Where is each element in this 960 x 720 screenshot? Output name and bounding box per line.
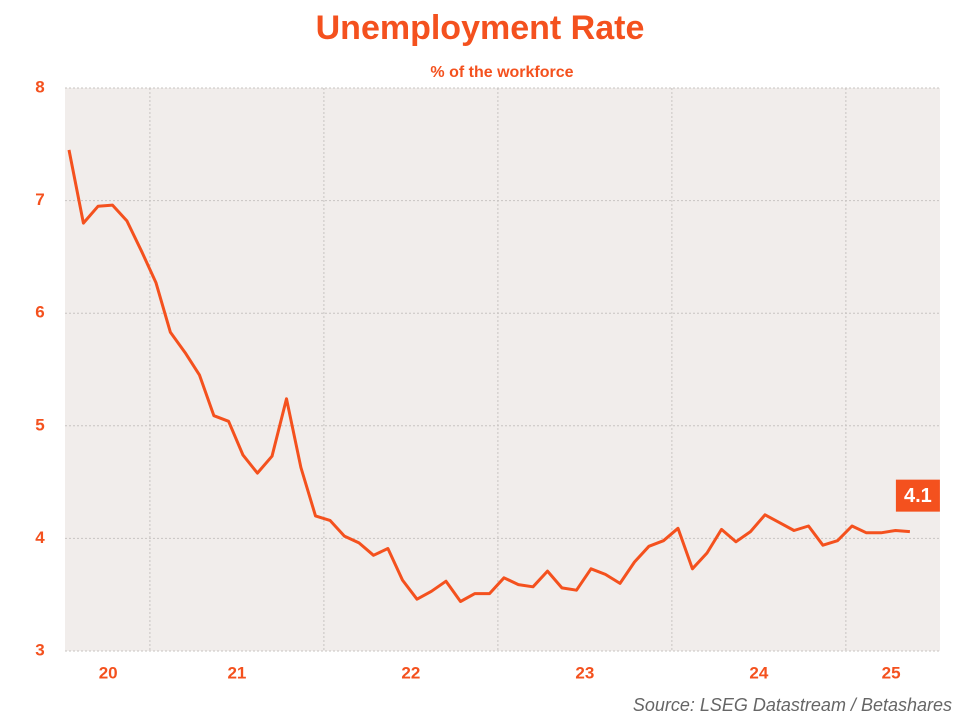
y-tick-label: 6 (35, 303, 44, 322)
x-tick-label: 20 (99, 663, 118, 682)
y-tick-label: 4 (35, 528, 45, 547)
y-tick-label: 3 (35, 640, 44, 659)
y-tick-label: 8 (35, 77, 44, 96)
chart-subtitle: % of the workforce (430, 64, 573, 81)
y-tick-label: 5 (35, 415, 44, 434)
chart-title: Unemployment Rate (316, 9, 645, 47)
x-tick-label: 21 (227, 663, 246, 682)
x-tick-label: 24 (749, 663, 768, 682)
x-tick-label: 25 (882, 663, 901, 682)
plot-area (65, 88, 940, 651)
annotation-label: 4.1 (904, 485, 932, 507)
y-tick-label: 7 (35, 190, 44, 209)
x-tick-label: 23 (575, 663, 594, 682)
x-tick-label: 22 (401, 663, 420, 682)
source-note: Source: LSEG Datastream / Betashares (633, 695, 952, 715)
data-line (67, 149, 911, 603)
annotation-box (895, 479, 940, 512)
